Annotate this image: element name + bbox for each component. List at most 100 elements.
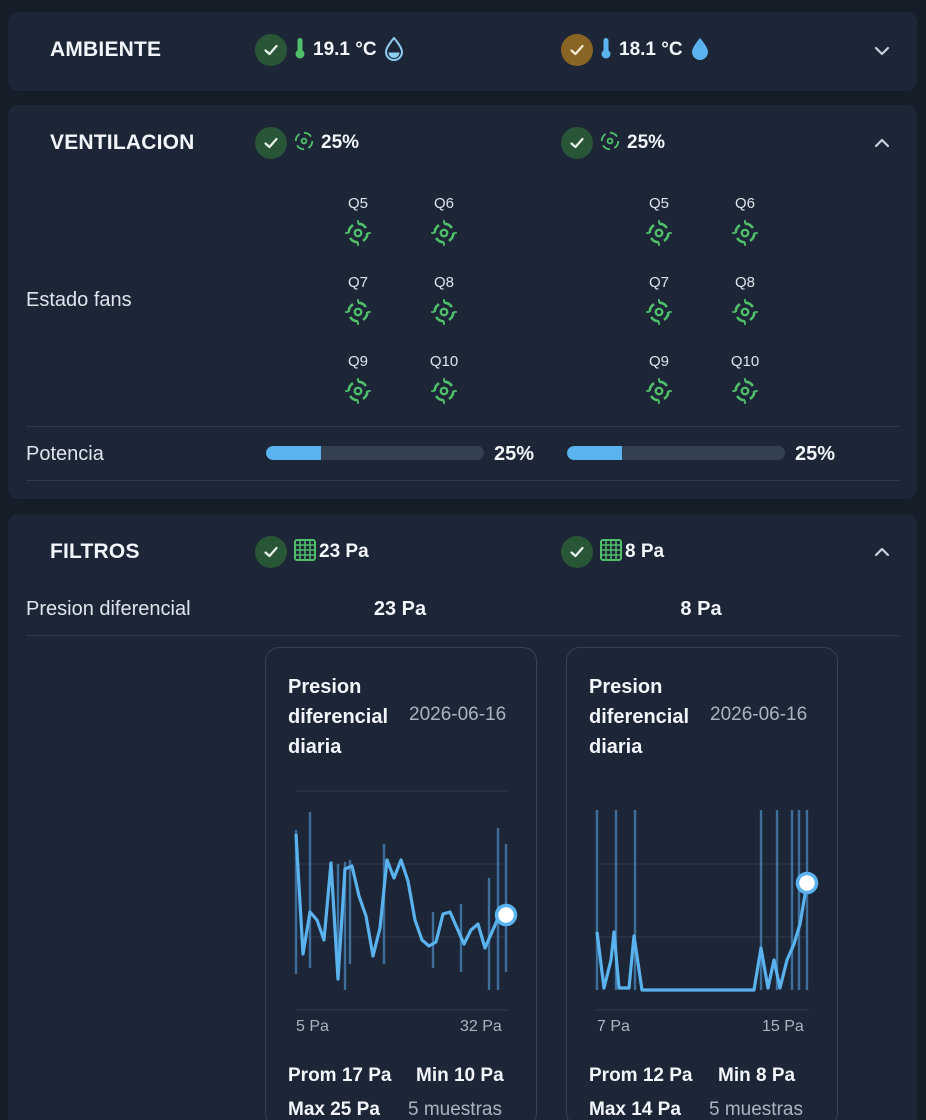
fan-label: Q9 [648, 353, 669, 370]
thermometer-icon [599, 36, 613, 65]
fan-label: Q9 [347, 353, 368, 370]
check-icon [255, 127, 287, 159]
presion-diferencial-zone-1: 23 Pa [373, 598, 427, 620]
potencia-bar-zone-2 [567, 446, 785, 460]
ventilacion-zone-1-speed: 25% [321, 132, 360, 153]
fan-q5[interactable]: Q5 [333, 195, 383, 252]
fan-q5[interactable]: Q5 [634, 195, 684, 252]
filtros-zone-2-pressure: 8 Pa [625, 541, 665, 562]
fan-label: Q10 [429, 353, 459, 370]
filtros-title: FILTROS [50, 540, 140, 563]
fan-icon [419, 298, 469, 331]
ventilacion-title: VENTILACION [50, 131, 195, 154]
fan-icon [333, 377, 383, 410]
stat-samples: 5 muestras [709, 1099, 803, 1120]
fan-label: Q6 [433, 195, 454, 212]
check-icon [561, 127, 593, 159]
fan-label: Q7 [648, 274, 669, 291]
stat-max: Max 25 Pa [288, 1099, 380, 1120]
axis-min-label: 7 Pa [597, 1018, 630, 1035]
fan-icon [419, 219, 469, 252]
filtros-card: FILTROS 23 Pa 8 Pa Presion diferencial 2… [8, 514, 917, 1120]
fan-q6[interactable]: Q6 [720, 195, 770, 252]
fan-label: Q5 [347, 195, 368, 212]
potencia-value-zone-1: 25% [494, 443, 535, 465]
daily-pressure-date: 2026-06-16 [409, 704, 507, 725]
fan-icon [599, 130, 621, 157]
fan-label: Q8 [734, 274, 755, 291]
check-icon [255, 34, 287, 66]
fan-q8[interactable]: Q8 [720, 274, 770, 331]
check-icon [255, 536, 287, 568]
presion-diferencial-zone-2: 8 Pa [680, 598, 722, 620]
presion-diferencial-label: Presion diferencial [26, 598, 191, 620]
fan-q10[interactable]: Q10 [419, 353, 469, 410]
pressure-line [294, 833, 507, 981]
fan-q6[interactable]: Q6 [419, 195, 469, 252]
fan-icon [634, 219, 684, 252]
divider [26, 635, 899, 636]
fan-icon [333, 298, 383, 331]
stat-prom: Prom 17 Pa [288, 1065, 392, 1086]
ventilacion-card: VENTILACION 25% 25% Estado fans Q5 Q6 Q7 Q8… [8, 105, 917, 499]
fan-label: Q6 [734, 195, 755, 212]
filtros-zone-1-pressure: 23 Pa [319, 541, 369, 562]
daily-pressure-card-zone-2[interactable]: Presion diferencial diaria 2026-06-16 7 … [566, 647, 838, 1120]
check-icon [561, 34, 593, 66]
divider [26, 480, 899, 481]
collapse-chevron-up-icon[interactable] [871, 541, 893, 563]
humidity-icon [689, 35, 711, 66]
sample-bars [595, 810, 809, 990]
fan-q10[interactable]: Q10 [720, 353, 770, 410]
stat-prom: Prom 12 Pa [589, 1065, 693, 1086]
ambiente-zone-2-status: 18.1 °C [561, 34, 711, 66]
filtros-zone-2-status: 8 Pa [561, 536, 664, 568]
expand-chevron-down-icon[interactable] [871, 40, 893, 62]
potencia-label: Potencia [26, 443, 104, 465]
daily-pressure-title: Presion diferencial diaria [288, 676, 389, 758]
stat-min: Min 10 Pa [416, 1065, 504, 1086]
axis-max-label: 32 Pa [460, 1018, 502, 1035]
potencia-value-zone-2: 25% [795, 443, 836, 465]
current-value-marker [494, 903, 518, 927]
fan-label: Q8 [433, 274, 454, 291]
ambiente-card: AMBIENTE 19.1 °C 18.1 °C [8, 12, 917, 91]
potencia-bar-fill [567, 446, 622, 460]
pressure-line [595, 882, 809, 992]
ventilacion-zone-1-status: 25% [255, 127, 359, 159]
estado-fans-label: Estado fans [26, 289, 132, 311]
fan-label: Q10 [730, 353, 760, 370]
filter-grid-icon [599, 538, 623, 567]
fan-icon [293, 130, 315, 157]
fan-q9[interactable]: Q9 [634, 353, 684, 410]
ventilacion-zone-2-speed: 25% [627, 132, 666, 153]
fan-icon [419, 377, 469, 410]
daily-pressure-title: Presion diferencial diaria [589, 676, 690, 758]
potencia-bar-fill [266, 446, 321, 460]
ambiente-zone-2-temp: 18.1 °C [619, 39, 683, 60]
ambiente-title: AMBIENTE [50, 38, 162, 61]
filter-grid-icon [293, 538, 317, 567]
humidity-icon [383, 35, 405, 66]
stat-samples: 5 muestras [408, 1099, 502, 1120]
potencia-bar-zone-1 [266, 446, 484, 460]
fan-q7[interactable]: Q7 [333, 274, 383, 331]
fan-q9[interactable]: Q9 [333, 353, 383, 410]
fan-q8[interactable]: Q8 [419, 274, 469, 331]
fan-icon [720, 298, 770, 331]
fan-icon [720, 219, 770, 252]
thermometer-icon [293, 36, 307, 65]
fan-q7[interactable]: Q7 [634, 274, 684, 331]
daily-pressure-date: 2026-06-16 [710, 704, 808, 725]
fan-icon [720, 377, 770, 410]
fan-icon [634, 377, 684, 410]
axis-max-label: 15 Pa [762, 1018, 804, 1035]
ventilacion-zone-2-status: 25% [561, 127, 665, 159]
daily-pressure-card-zone-1[interactable]: Presion diferencial diaria 2026-06-16 [265, 647, 537, 1120]
collapse-chevron-up-icon[interactable] [871, 132, 893, 154]
stat-max: Max 14 Pa [589, 1099, 681, 1120]
daily-pressure-chart [595, 810, 819, 1011]
fan-label: Q5 [648, 195, 669, 212]
ambiente-zone-1-status: 19.1 °C [255, 34, 405, 66]
fan-label: Q7 [347, 274, 368, 291]
